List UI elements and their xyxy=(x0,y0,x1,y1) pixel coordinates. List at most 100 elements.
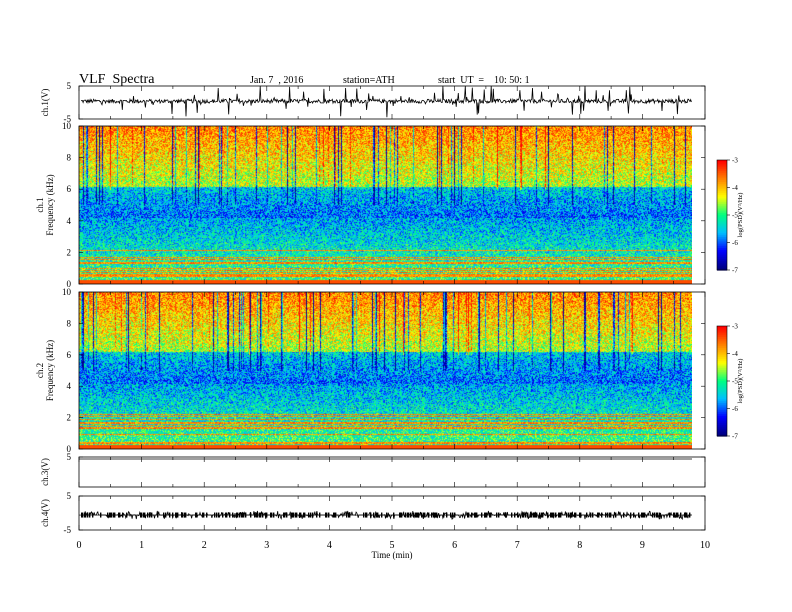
waveform-burst xyxy=(151,512,153,518)
colorbar-segment xyxy=(717,401,727,404)
waveform-burst xyxy=(182,512,184,518)
waveform-burst xyxy=(514,512,516,518)
waveform-burst xyxy=(312,512,314,518)
colorbar-segment xyxy=(717,359,727,362)
waveform-burst xyxy=(659,512,661,518)
colorbar-tick-label: -6 xyxy=(732,239,738,247)
waveform-burst xyxy=(245,512,247,518)
waveform-burst xyxy=(431,512,433,518)
y-tick-label: -5 xyxy=(64,114,72,124)
waveform-burst xyxy=(669,512,671,518)
y-axis-label: ch.1(V) xyxy=(40,89,50,117)
waveform-burst xyxy=(333,512,335,518)
colorbar-segment xyxy=(717,185,727,189)
colorbar-segment xyxy=(717,216,727,220)
colorbar-segment xyxy=(717,266,727,269)
waveform-burst xyxy=(689,512,691,518)
waveform-burst xyxy=(271,512,273,518)
waveform-burst xyxy=(680,512,682,518)
waveform-burst xyxy=(405,512,407,518)
waveform-burst xyxy=(530,512,532,518)
waveform-burst xyxy=(169,512,171,518)
waveform-burst xyxy=(348,512,350,518)
waveform-burst xyxy=(386,512,388,518)
waveform-burst xyxy=(638,512,640,518)
colorbar-segment xyxy=(717,344,727,347)
y-axis-label: Frequency (kHz) xyxy=(45,340,55,401)
figure-title: VLF Spectra xyxy=(79,72,155,87)
colorbar-segment xyxy=(717,237,727,240)
waveform-burst xyxy=(542,512,544,518)
waveform-burst xyxy=(144,512,146,518)
colorbar-segment xyxy=(717,242,727,245)
waveform-burst xyxy=(92,512,94,518)
waveform-burst xyxy=(328,512,330,518)
waveform-burst xyxy=(410,512,412,518)
colorbar-segment xyxy=(717,183,727,187)
waveform-burst xyxy=(82,512,84,518)
waveform-burst xyxy=(601,512,603,518)
waveform-burst xyxy=(505,512,507,518)
colorbar-segment xyxy=(717,329,727,333)
colorbar-segment xyxy=(717,222,727,225)
colorbar-segment xyxy=(717,251,727,255)
colorbar-segment xyxy=(717,397,727,400)
colorbar-label: log(PSD)(V²/Hz) xyxy=(737,359,744,404)
waveform-burst xyxy=(541,512,543,518)
colorbar-segment xyxy=(717,211,727,214)
colorbar-segment xyxy=(717,395,727,399)
waveform-burst xyxy=(218,512,220,518)
waveform-burst xyxy=(677,512,679,518)
waveform-burst xyxy=(363,512,365,518)
waveform-burst xyxy=(250,512,252,518)
colorbar-segment xyxy=(717,379,727,382)
waveform-burst xyxy=(571,512,573,518)
colorbar-segment xyxy=(717,426,727,430)
spectrogram-ch1 xyxy=(79,126,692,284)
colorbar-segment xyxy=(717,375,727,378)
waveform-burst xyxy=(531,512,533,518)
waveform-burst xyxy=(674,512,676,518)
colorbar-tick-label: -5 xyxy=(732,212,738,220)
x-tick-label: 10 xyxy=(700,540,710,551)
colorbar-segment xyxy=(717,349,727,353)
waveform-burst xyxy=(84,512,86,518)
colorbar-segment xyxy=(717,198,727,201)
waveform-burst xyxy=(286,512,288,518)
colorbar-segment xyxy=(717,393,727,397)
colorbar-segment xyxy=(717,399,727,402)
waveform-burst xyxy=(475,512,477,518)
waveform-burst xyxy=(575,512,577,518)
colorbar-segment xyxy=(717,340,727,344)
colorbar-segment xyxy=(717,390,727,393)
colorbar-segment xyxy=(717,253,727,256)
colorbar-segment xyxy=(717,220,727,223)
waveform-burst xyxy=(416,512,418,518)
colorbar-segment xyxy=(717,430,727,433)
waveform-burst xyxy=(607,512,609,518)
waveform-burst xyxy=(260,512,262,518)
y-tick-label: 10 xyxy=(62,287,72,297)
waveform-burst xyxy=(122,512,124,518)
y-tick-label: 0 xyxy=(67,279,72,289)
waveform-burst xyxy=(304,512,306,518)
colorbar-segment xyxy=(717,348,727,351)
colorbar-segment xyxy=(717,205,727,209)
waveform-burst xyxy=(476,512,478,518)
waveform-burst xyxy=(222,512,224,518)
colorbar-segment xyxy=(717,180,727,183)
y-tick-label: 2 xyxy=(67,413,72,423)
y-tick-label: 0 xyxy=(67,444,72,454)
colorbar-label: log(PSD)(V²/Hz) xyxy=(737,193,744,238)
colorbar-segment xyxy=(717,249,727,253)
waveform-burst xyxy=(423,512,425,518)
colorbar-segment xyxy=(717,421,727,424)
waveform-burst xyxy=(176,512,178,518)
colorbar-segment xyxy=(717,351,727,355)
waveform-burst xyxy=(203,512,205,518)
colorbar-segment xyxy=(717,264,727,267)
waveform-burst xyxy=(141,512,143,518)
x-tick-label: 6 xyxy=(452,540,457,551)
waveform-burst xyxy=(399,512,401,518)
